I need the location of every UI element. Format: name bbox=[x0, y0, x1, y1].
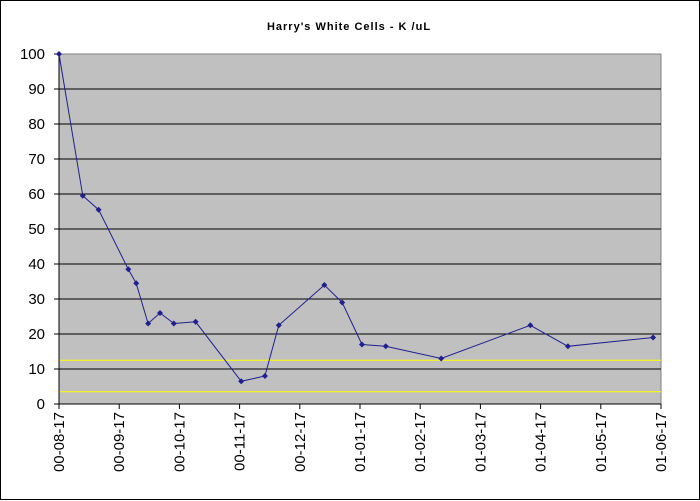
y-tick-label: 70 bbox=[28, 151, 45, 168]
data-point bbox=[170, 320, 177, 327]
x-tick-label: 00-10-17 bbox=[171, 412, 188, 472]
y-tick-labels: 0 10 20 30 40 50 60 70 80 90 100 bbox=[20, 46, 45, 413]
x-tick-labels: 00-08-17 00-09-17 00-10-17 00-11-17 00-12-17… bbox=[51, 412, 670, 472]
y-tick-label: 10 bbox=[28, 361, 45, 378]
data-point bbox=[321, 282, 328, 288]
data-point bbox=[156, 310, 163, 316]
data-point bbox=[125, 266, 132, 273]
x-tick-label: 00-12-17 bbox=[292, 412, 309, 472]
data-point bbox=[358, 341, 365, 348]
data-point bbox=[261, 373, 268, 379]
data-point bbox=[438, 355, 445, 362]
x-tick-label: 01-01-17 bbox=[352, 412, 369, 472]
y-tick-label: 60 bbox=[28, 186, 45, 203]
data-point bbox=[382, 343, 389, 350]
data-point bbox=[238, 378, 245, 385]
x-tick-label: 01-06-17 bbox=[653, 412, 670, 472]
axes bbox=[54, 53, 662, 409]
x-tick-label: 00-11-17 bbox=[232, 412, 249, 471]
x-tick-label: 01-04-17 bbox=[533, 412, 550, 472]
x-tick-label: 00-08-17 bbox=[51, 412, 68, 472]
data-point bbox=[564, 343, 571, 350]
data-point bbox=[650, 334, 657, 341]
series-white-cells bbox=[56, 51, 657, 385]
y-tick-label: 40 bbox=[28, 256, 45, 273]
data-point bbox=[145, 320, 152, 327]
data-point bbox=[133, 280, 140, 287]
data-point bbox=[79, 192, 86, 199]
chart-title: Harry's White Cells - K /uL bbox=[267, 21, 431, 33]
gridlines bbox=[59, 88, 661, 370]
data-point bbox=[275, 322, 282, 329]
y-tick-label: 100 bbox=[20, 46, 45, 63]
data-point bbox=[95, 206, 102, 213]
data-point bbox=[192, 318, 199, 325]
x-tick-label: 01-02-17 bbox=[412, 412, 429, 472]
x-tick-label: 01-03-17 bbox=[472, 412, 489, 472]
y-tick-label: 80 bbox=[28, 116, 45, 133]
x-tick-label: 01-05-17 bbox=[593, 412, 610, 472]
y-tick-label: 20 bbox=[28, 326, 45, 343]
data-point bbox=[339, 299, 346, 306]
data-point bbox=[527, 322, 534, 329]
y-tick-label: 50 bbox=[28, 221, 45, 238]
reference-lines bbox=[59, 359, 661, 393]
y-tick-label: 90 bbox=[28, 81, 45, 98]
data-point bbox=[56, 51, 62, 57]
y-tick-label: 0 bbox=[37, 396, 45, 413]
x-tick-label: 00-09-17 bbox=[111, 412, 128, 472]
series-line bbox=[58, 53, 654, 382]
y-tick-label: 30 bbox=[28, 291, 45, 308]
